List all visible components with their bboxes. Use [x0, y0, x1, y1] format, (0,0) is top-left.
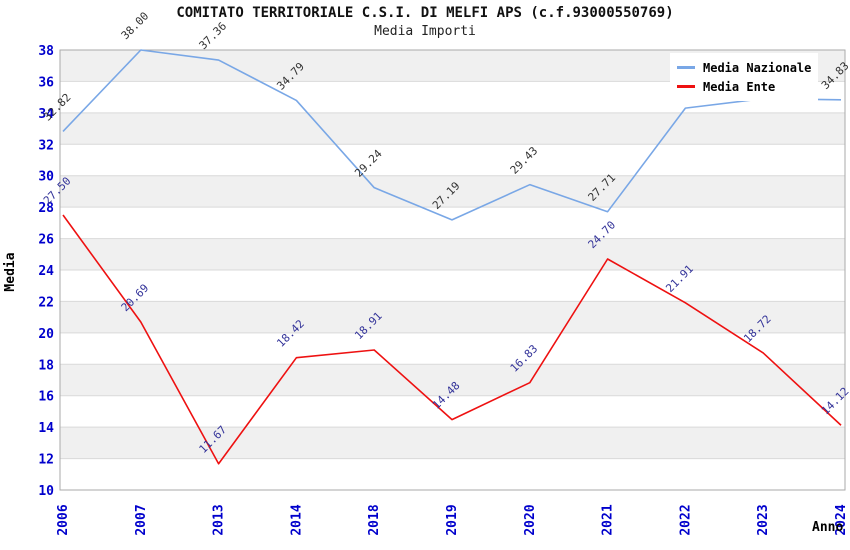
y-tick-label: 24	[38, 264, 54, 279]
plot-band	[60, 364, 845, 396]
legend-item-media-nazionale: Media Nazionale	[677, 58, 818, 77]
plot-band	[60, 427, 845, 459]
chart-subtitle: Media Importi	[374, 24, 476, 39]
legend-item-media-ente: Media Ente	[677, 77, 818, 96]
y-tick-label: 32	[38, 138, 54, 153]
plot-band	[60, 112, 845, 145]
plot-border	[59, 49, 846, 491]
y-tick-label: 22	[38, 295, 54, 310]
plot-band	[60, 270, 845, 302]
y-tick-label: 16	[38, 390, 54, 405]
x-tick-label: 2014	[289, 504, 304, 535]
y-tick-label: 38	[38, 44, 54, 59]
media-nazionale-line-swatch-icon	[677, 66, 695, 69]
plot-band	[60, 395, 845, 428]
x-tick-label: 2024	[834, 504, 849, 535]
x-tick-label: 2018	[367, 504, 382, 535]
y-tick-label: 10	[38, 484, 54, 499]
media-ente-line	[62, 214, 842, 465]
plot-band	[60, 301, 845, 333]
plot-band	[60, 175, 845, 208]
plot-band	[60, 144, 845, 176]
x-tick-label: 2006	[56, 504, 71, 535]
media-nazionale-point-label: 37.36	[197, 20, 230, 53]
x-axis-title: Anno	[812, 520, 843, 535]
plot-band	[60, 238, 845, 270]
x-tick-label: 2023	[756, 504, 771, 535]
y-tick-label: 28	[38, 201, 54, 216]
y-tick-label: 18	[38, 358, 54, 373]
media-nazionale-point-label: 38.00	[119, 10, 152, 43]
legend-label: Media Nazionale	[703, 60, 812, 75]
y-tick-label: 14	[38, 421, 54, 436]
plot-band	[60, 332, 845, 365]
chart-title: COMITATO TERRITORIALE C.S.I. DI MELFI AP…	[176, 5, 674, 21]
media-nazionale-line	[62, 49, 842, 221]
y-tick-label: 26	[38, 233, 54, 248]
x-tick-label: 2021	[601, 504, 616, 535]
legend: Media Nazionale Media Ente	[670, 53, 818, 101]
y-tick-label: 20	[38, 327, 54, 342]
y-axis-title: Media	[3, 252, 18, 291]
x-tick-label: 2020	[523, 504, 538, 535]
y-tick-label: 12	[38, 453, 54, 468]
y-tick-label: 36	[38, 75, 54, 90]
y-tick-label: 34	[38, 107, 54, 122]
x-tick-label: 2022	[678, 504, 693, 535]
plot-band	[60, 207, 845, 239]
x-tick-label: 2007	[134, 504, 149, 535]
x-tick-label: 2013	[212, 504, 227, 535]
x-tick-label: 2019	[445, 504, 460, 535]
legend-label: Media Ente	[703, 79, 776, 94]
media-ente-line-swatch-icon	[677, 85, 695, 88]
plot-band	[60, 458, 845, 490]
y-tick-label: 30	[38, 170, 54, 185]
